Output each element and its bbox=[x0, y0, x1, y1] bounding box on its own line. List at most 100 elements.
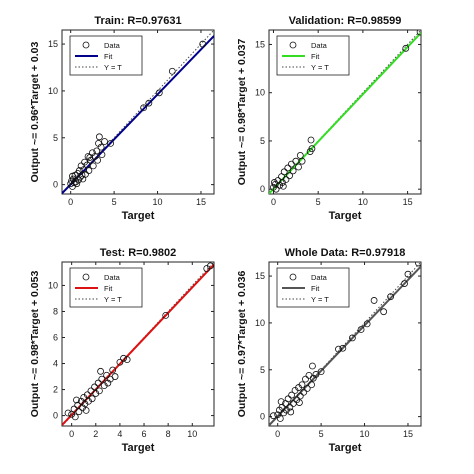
test-subplot: 0 2 4 6 8 10 0 2 4 6 8 10 Data Fit Y = T Test: R=0.9802… bbox=[29, 247, 215, 454]
data-point bbox=[286, 172, 293, 180]
y-tick-label: 0 bbox=[260, 412, 265, 422]
y-tick-label: 10 bbox=[48, 280, 58, 290]
data-point bbox=[298, 381, 306, 389]
subplot-title: Train: R=0.97631 bbox=[94, 15, 181, 27]
identity-line bbox=[269, 30, 421, 194]
y-axis-label: Output ~= 0.98*Target + 0.053 bbox=[29, 271, 41, 418]
data-point bbox=[401, 280, 408, 287]
identity-line bbox=[62, 30, 214, 194]
x-tick-label: 10 bbox=[360, 429, 370, 439]
data-point bbox=[300, 388, 308, 396]
y-tick-label: 4 bbox=[53, 359, 58, 369]
y-tick-label: 15 bbox=[48, 39, 58, 49]
legend-data-label: Data bbox=[311, 41, 328, 50]
data-point bbox=[83, 391, 91, 399]
x-tick-label: 15 bbox=[403, 197, 413, 207]
data-point bbox=[116, 358, 124, 366]
data-point bbox=[298, 157, 306, 165]
data-point bbox=[303, 385, 311, 392]
data-point bbox=[95, 133, 103, 141]
data-point bbox=[97, 367, 105, 375]
whole-data-subplot: 0 5 10 15 0 5 10 15 Data Fit Y = T Whole Data: R=0.… bbox=[236, 247, 422, 454]
data-point bbox=[363, 320, 371, 328]
data-point bbox=[120, 354, 127, 362]
data-point bbox=[98, 375, 106, 383]
x-tick-label: 6 bbox=[142, 429, 147, 439]
data-point bbox=[85, 167, 93, 174]
data-point bbox=[274, 177, 282, 184]
data-point bbox=[64, 409, 72, 417]
data-point bbox=[380, 308, 388, 316]
data-point bbox=[88, 395, 96, 403]
data-point bbox=[206, 262, 214, 270]
legend-data-label: Data bbox=[311, 273, 328, 282]
data-point bbox=[348, 334, 356, 342]
y-axis-label: Output ~= 0.96*Target + 0.03 bbox=[29, 41, 41, 182]
data-point bbox=[312, 371, 320, 378]
data-point bbox=[277, 398, 285, 406]
validation-subplot: 0 5 10 15 0 5 10 15 Data Fit Y = T Validation: R=0.… bbox=[236, 15, 422, 222]
x-tick-label: 4 bbox=[117, 429, 122, 439]
data-point bbox=[302, 375, 309, 383]
x-axis-label: Target bbox=[329, 210, 362, 222]
data-point bbox=[335, 345, 342, 353]
data-point bbox=[123, 356, 131, 364]
x-axis-label: Target bbox=[329, 442, 362, 454]
legend-data-marker bbox=[82, 273, 90, 281]
x-tick-label: 15 bbox=[196, 197, 206, 207]
y-tick-label: 8 bbox=[53, 306, 58, 316]
data-point bbox=[286, 403, 294, 411]
x-tick-label: 15 bbox=[403, 429, 413, 439]
x-tick-label: 0 bbox=[69, 429, 74, 439]
subplot-title: Test: R=0.9802 bbox=[100, 247, 177, 259]
y-tick-label: 6 bbox=[53, 332, 58, 342]
y-tick-label: 0 bbox=[53, 180, 58, 190]
data-point bbox=[155, 89, 163, 97]
data-point bbox=[276, 415, 284, 422]
data-point bbox=[308, 381, 315, 389]
data-point bbox=[103, 371, 111, 379]
identity-line bbox=[269, 262, 421, 426]
legend-fit-label: Fit bbox=[104, 284, 113, 293]
data-point bbox=[272, 185, 280, 193]
x-tick-label: 5 bbox=[319, 429, 324, 439]
data-point bbox=[162, 311, 170, 319]
data-point bbox=[145, 99, 153, 107]
data-point bbox=[91, 383, 98, 391]
y-axis-label: Output ~= 0.98*Target + 0.037 bbox=[236, 39, 248, 186]
legend-box bbox=[69, 267, 143, 308]
y-tick-label: 0 bbox=[53, 411, 58, 421]
x-tick-label: 10 bbox=[358, 197, 368, 207]
x-tick-label: 0 bbox=[68, 197, 73, 207]
x-axis-label: Target bbox=[122, 442, 155, 454]
data-point bbox=[370, 297, 378, 304]
data-point bbox=[295, 399, 303, 406]
data-point bbox=[414, 262, 421, 267]
data-point bbox=[404, 270, 412, 278]
data-point bbox=[357, 326, 365, 333]
x-axis-label: Target bbox=[122, 210, 155, 222]
legend-identity-label: Y = T bbox=[311, 63, 329, 72]
y-tick-label: 15 bbox=[255, 271, 265, 281]
data-point bbox=[269, 412, 277, 420]
legend-fit-label: Fit bbox=[104, 52, 113, 61]
data-point bbox=[86, 154, 94, 161]
data-point bbox=[95, 387, 103, 395]
data-point bbox=[107, 139, 115, 147]
data-point bbox=[93, 147, 101, 155]
data-point bbox=[309, 362, 316, 370]
fit-line bbox=[269, 32, 421, 194]
data-point bbox=[71, 413, 79, 421]
data-point bbox=[94, 156, 102, 164]
legend-fit-label: Fit bbox=[311, 284, 320, 293]
y-axis-label: Output ~= 0.97*Target + 0.036 bbox=[236, 271, 248, 418]
y-tick-label: 10 bbox=[48, 86, 58, 96]
data-point bbox=[402, 44, 410, 52]
data-point bbox=[73, 396, 80, 404]
data-point bbox=[69, 172, 76, 180]
x-tick-label: 8 bbox=[166, 429, 171, 439]
data-point bbox=[111, 373, 119, 380]
data-point bbox=[387, 293, 395, 301]
y-tick-label: 5 bbox=[53, 133, 58, 143]
data-point bbox=[339, 344, 347, 352]
